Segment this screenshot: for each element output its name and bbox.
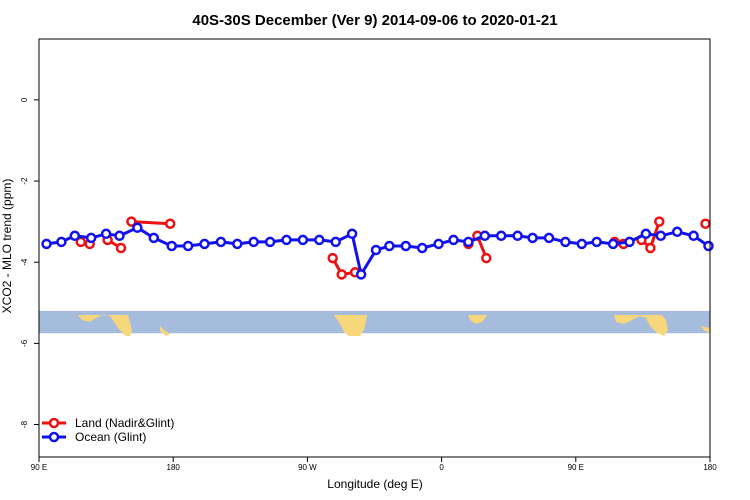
data-point [370,244,382,256]
legend-ocean-label: Ocean (Glint) [75,430,146,444]
data-point [199,238,210,250]
data-point [248,236,259,248]
data-point [182,240,194,252]
map-land-tasmania [122,331,130,336]
data-point [479,230,491,242]
data-point [703,240,714,252]
data-point [115,242,127,254]
map-land-australia-west [78,314,132,336]
map-band [39,310,710,336]
data-point [654,216,665,227]
data-point [495,230,507,242]
data-point [346,228,358,240]
data-point [416,242,428,254]
data-point [688,230,699,242]
data-point [327,252,338,264]
legend-land-label: Land (Nadir&Glint) [75,416,174,430]
data-point [640,228,652,240]
data-point [314,234,325,246]
data-point [164,218,176,229]
data-point [85,232,97,244]
x-tick-label: 180 [167,463,181,472]
data-point [297,234,309,246]
map-land-australia-east [614,315,668,336]
data-point [148,232,160,244]
series-1 [41,222,714,280]
data-point [527,232,538,244]
y-tick-label: -4 [20,258,29,266]
data-point [645,242,656,254]
data-point [69,230,81,242]
data-point [481,252,492,264]
data-point [41,238,52,250]
legend: Land (Nadir&Glint) Ocean (Glint) [42,416,174,444]
x-axis-label: Longitude (deg E) [327,477,422,491]
data-point [591,236,602,248]
data-point [448,234,459,246]
data-point [56,236,67,248]
x-tick-label: 90 W [298,463,317,472]
data-point [576,238,588,250]
data-point [336,269,347,280]
data-point [624,236,635,248]
data-point [281,234,292,246]
chart-title: 40S-30S December (Ver 9) 2014-09-06 to 2… [192,12,557,29]
map-land-south-africa [468,315,487,324]
y-axis-label: XCO2 - MLO trend (ppm) [0,179,14,314]
series-line [131,220,171,226]
data-point [607,238,619,250]
legend-ocean-marker [48,431,60,443]
map-land-south-america [334,315,367,336]
data-point [100,228,112,240]
y-tick-label: -2 [20,177,29,185]
data-point [463,236,474,248]
data-point [215,236,227,248]
map-land-new-zealand-east [700,326,710,334]
data-point [400,240,412,252]
data-point [132,222,143,233]
x-tick-label: 180 [703,463,717,472]
data-point [433,238,444,250]
data-point [655,230,667,242]
data-point [114,230,125,242]
data-point [264,236,276,248]
data-point [232,238,243,250]
x-axis: 90 E 180 90 W 0 90 E 180 [31,457,717,472]
data-point [166,240,177,252]
data-point [126,216,137,227]
y-tick-label: -8 [20,420,29,428]
y-tick-label: -6 [20,339,29,347]
legend-land-marker [48,417,60,429]
map-band-ocean [39,310,710,334]
data-point [384,240,395,252]
x-tick-label: 90 E [31,463,47,472]
data-point [512,230,523,242]
data-point [560,236,571,248]
y-tick-label: 0 [20,97,29,102]
map-land-new-zealand [160,326,170,336]
data-point [330,236,341,248]
x-tick-label: 90 E [568,463,584,472]
series-layer [41,216,714,280]
data-point [543,232,555,244]
x-tick-label: 0 [439,463,444,472]
data-point [355,269,367,280]
data-point [671,226,683,238]
data-point [700,218,711,229]
y-axis: 0 -2 -4 -6 -8 [20,97,39,428]
plot-frame [38,38,711,458]
